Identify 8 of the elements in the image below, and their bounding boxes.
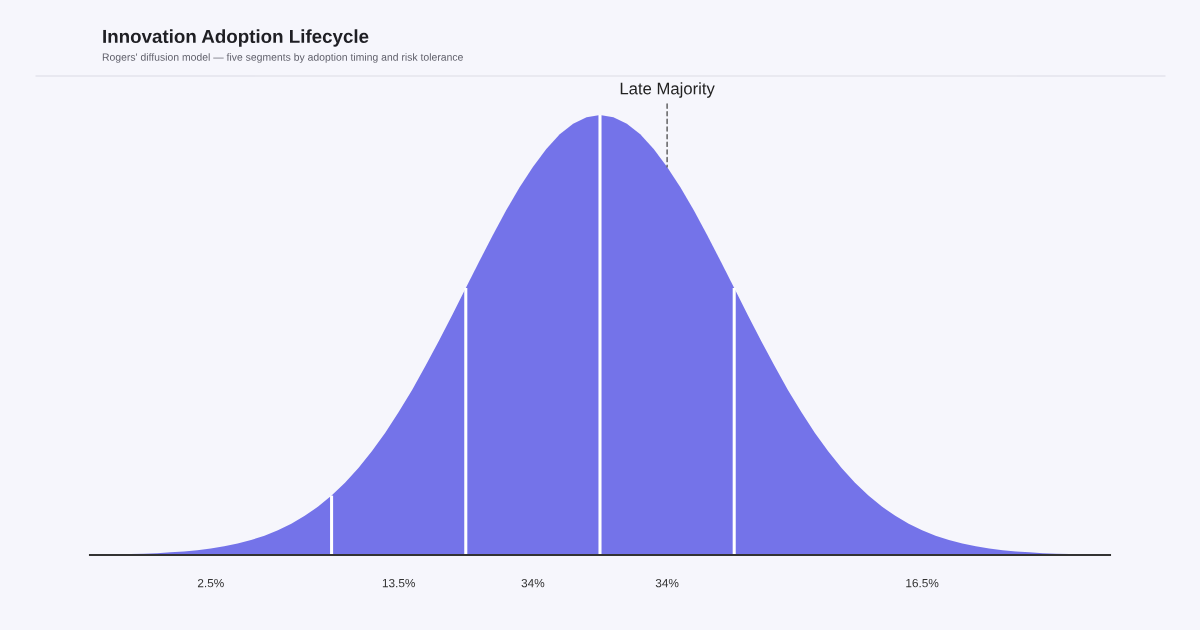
- series-label: Late Majority: [620, 82, 715, 98]
- x-tick-label: 34%: [521, 578, 545, 588]
- chart-subtitle: Rogers' diffusion model — five segments by adoption timing and risk tolerance: [102, 53, 463, 63]
- x-tick-label: 13.5%: [382, 578, 415, 588]
- x-tick-label: 16.5%: [906, 578, 939, 588]
- chart-title: Innovation Adoption Lifecycle: [103, 29, 369, 47]
- x-tick-label: 34%: [655, 578, 679, 588]
- x-tick-label: 2.5%: [197, 578, 224, 588]
